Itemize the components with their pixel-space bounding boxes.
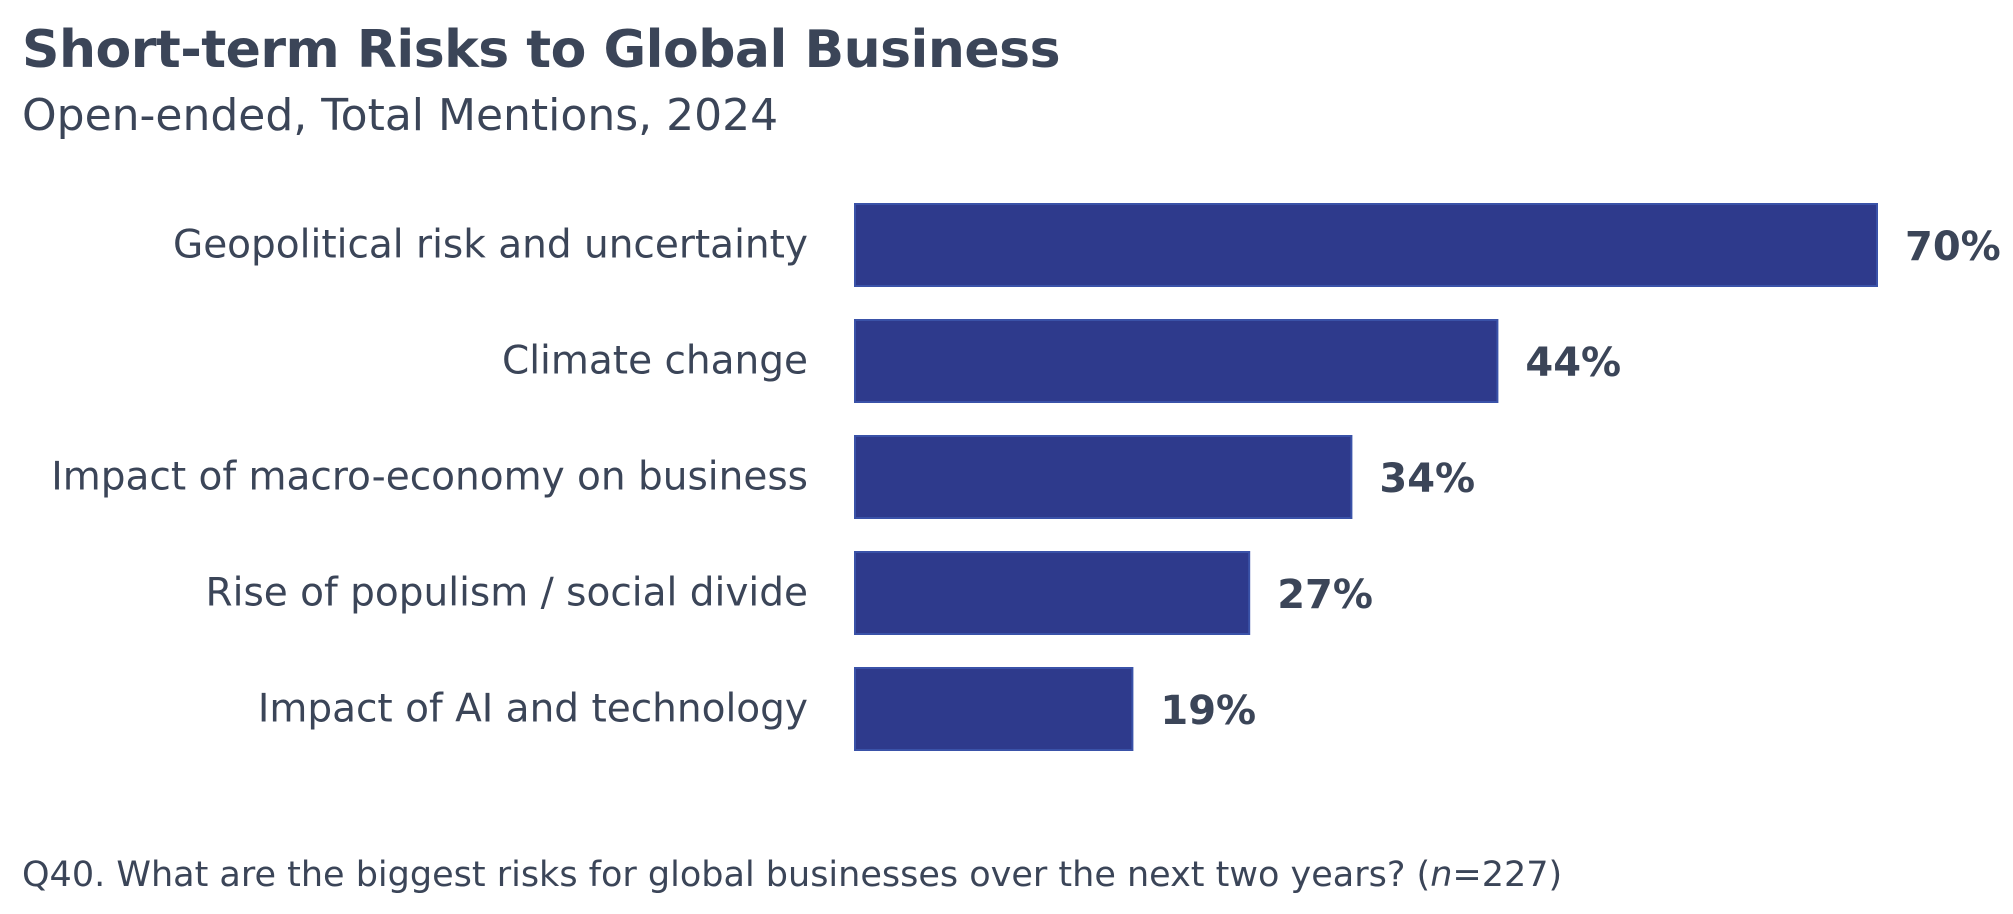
category-label: Rise of populism / social divide — [206, 571, 808, 616]
category-label: Climate change — [502, 339, 808, 384]
survey-footnote: Q40. What are the biggest risks for glob… — [22, 855, 1562, 895]
chart-subtitle: Open-ended, Total Mentions, 2024 — [22, 90, 779, 141]
category-label: Geopolitical risk and uncertainty — [173, 223, 808, 268]
bar — [854, 319, 1499, 403]
bar — [854, 551, 1251, 635]
bar-chart: Geopolitical risk and uncertainty 70% Clim… — [51, 203, 2001, 751]
value-label: 34% — [1379, 456, 1475, 502]
footnote-n-symbol: n — [1430, 855, 1453, 895]
bar — [854, 435, 1353, 519]
value-label: 27% — [1277, 572, 1373, 618]
value-label: 19% — [1160, 688, 1256, 734]
category-label: Impact of AI and technology — [258, 687, 808, 732]
bar — [854, 203, 1878, 287]
chart-title: Short-term Risks to Global Business — [22, 20, 1061, 80]
value-label: 70% — [1905, 224, 2001, 270]
value-label: 44% — [1525, 340, 1621, 386]
bar — [854, 667, 1134, 751]
footnote-n-value: =227) — [1452, 855, 1563, 895]
footnote-question: Q40. What are the biggest risks for glob… — [22, 855, 1431, 895]
category-label: Impact of macro-economy on business — [51, 455, 808, 500]
